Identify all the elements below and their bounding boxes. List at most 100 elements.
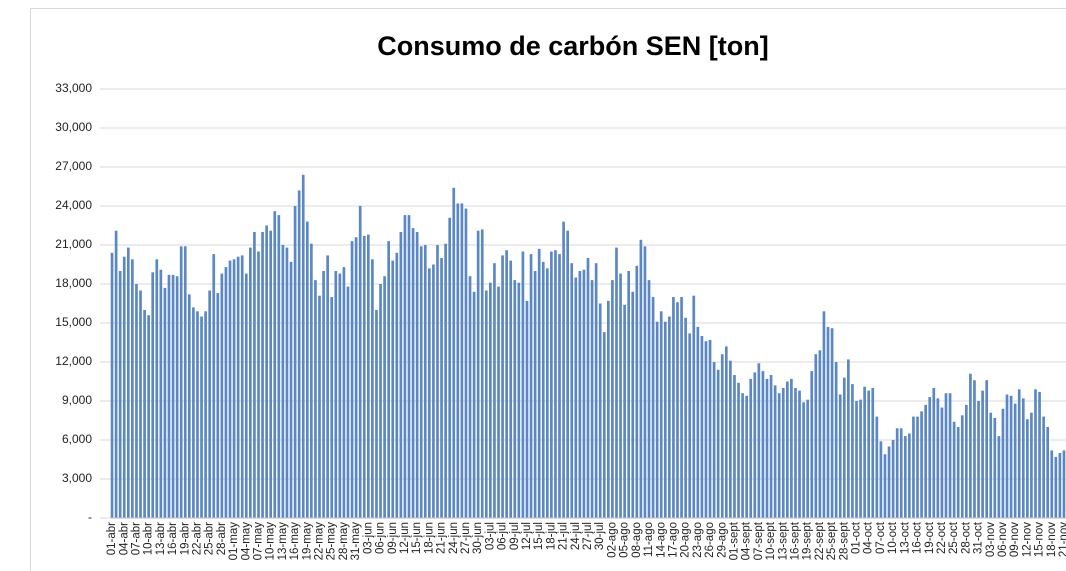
bar: [399, 232, 403, 518]
x-tick-label: 22-abr: [191, 522, 203, 555]
bar: [899, 428, 903, 518]
bar: [415, 232, 419, 518]
bar: [973, 380, 976, 518]
bar: [395, 252, 399, 519]
x-tick-label: 25-oct: [948, 521, 960, 554]
bar: [908, 433, 911, 518]
bar: [163, 287, 167, 518]
bar: [663, 321, 667, 518]
bar: [167, 274, 171, 518]
bar: [680, 297, 683, 518]
x-tick-label: 16-oct: [912, 521, 924, 554]
x-tick-label: 10-sept: [765, 521, 777, 560]
bar: [383, 276, 386, 518]
bar: [623, 304, 626, 518]
bar: [118, 271, 122, 518]
bar: [444, 243, 447, 518]
x-tick-label: 19-abr: [179, 522, 191, 555]
bar: [806, 399, 810, 518]
bar: [342, 267, 346, 518]
bar: [428, 268, 431, 518]
bar: [419, 246, 423, 519]
x-tick-label: 11-ago: [643, 522, 655, 557]
x-tick-label: 05-ago: [619, 522, 631, 558]
bar: [379, 284, 382, 518]
x-tick-label: 09-jul: [509, 522, 521, 550]
bar: [993, 417, 997, 518]
bar: [297, 190, 301, 518]
x-tick-label: 12-jul: [521, 522, 533, 550]
bar: [240, 255, 244, 518]
bar: [196, 311, 199, 518]
bar: [692, 295, 696, 518]
bar: [997, 436, 1001, 518]
bar: [582, 269, 586, 518]
x-tick-label: 28-abr: [216, 522, 228, 555]
bar: [659, 311, 663, 518]
x-tick-label: 25-abr: [204, 522, 216, 555]
bar: [639, 239, 643, 519]
x-tick-label: 31-may: [350, 522, 362, 561]
bar: [285, 247, 289, 518]
x-tick-label: 17-ago: [667, 522, 679, 558]
bar: [631, 291, 635, 518]
bar: [871, 388, 875, 518]
x-tick-label: 06-jun: [375, 522, 387, 554]
bar: [200, 316, 203, 518]
bar: [326, 255, 329, 518]
bar: [790, 378, 793, 518]
x-tick-label: 01-abr: [106, 522, 118, 555]
bar: [574, 277, 578, 518]
x-tick-label: 23-ago: [692, 522, 704, 558]
x-tick-label: 03-jul: [484, 522, 496, 550]
bar: [509, 260, 513, 518]
bar: [777, 393, 781, 518]
bar: [834, 362, 838, 518]
bar: [948, 393, 952, 518]
bar: [436, 245, 439, 518]
x-tick-label: 27-jul: [582, 522, 594, 550]
bar: [407, 215, 411, 518]
x-tick-label: 13-abr: [155, 522, 167, 555]
bar: [720, 354, 724, 518]
bar: [497, 286, 500, 518]
bar: [391, 260, 395, 518]
x-tick-label: 04-sept: [741, 521, 753, 560]
x-tick-label: 27-jun: [460, 522, 472, 554]
y-tick-label: 24,000: [55, 198, 92, 212]
bar: [741, 393, 744, 518]
bar: [476, 230, 480, 518]
bar: [842, 377, 846, 518]
chart-title: Consumo de carbón SEN [ton]: [377, 31, 769, 61]
bar: [281, 245, 285, 518]
bar: [305, 221, 309, 518]
bar: [293, 206, 297, 518]
bar: [704, 341, 708, 518]
y-tick-label: 33,000: [55, 81, 92, 95]
x-tick-label: 21-nov: [1058, 522, 1066, 557]
x-tick-label: 30-jul: [594, 522, 606, 550]
x-tick-label: 15-jul: [533, 522, 545, 550]
x-tick-label: 19-may: [301, 522, 313, 561]
bar: [432, 264, 435, 518]
bar: [810, 371, 814, 518]
bar: [684, 317, 687, 518]
bar: [688, 333, 692, 518]
x-tick-label: 28-may: [338, 522, 350, 561]
x-tick-label: 09-jun: [387, 522, 399, 554]
bar: [985, 380, 989, 518]
bar: [114, 230, 118, 518]
x-tick-label: 14-ago: [655, 522, 667, 558]
bar: [838, 394, 842, 518]
bar: [387, 241, 391, 518]
x-tick-label: 10-may: [265, 522, 277, 561]
x-tick-label: 15-nov: [1034, 522, 1046, 557]
x-tick-label: 19-oct: [924, 521, 936, 554]
bar: [472, 291, 476, 518]
bar: [362, 235, 366, 518]
bar: [879, 441, 883, 518]
bar: [936, 398, 940, 518]
bar: [627, 271, 631, 518]
x-tick-label: 10-oct: [887, 521, 899, 554]
